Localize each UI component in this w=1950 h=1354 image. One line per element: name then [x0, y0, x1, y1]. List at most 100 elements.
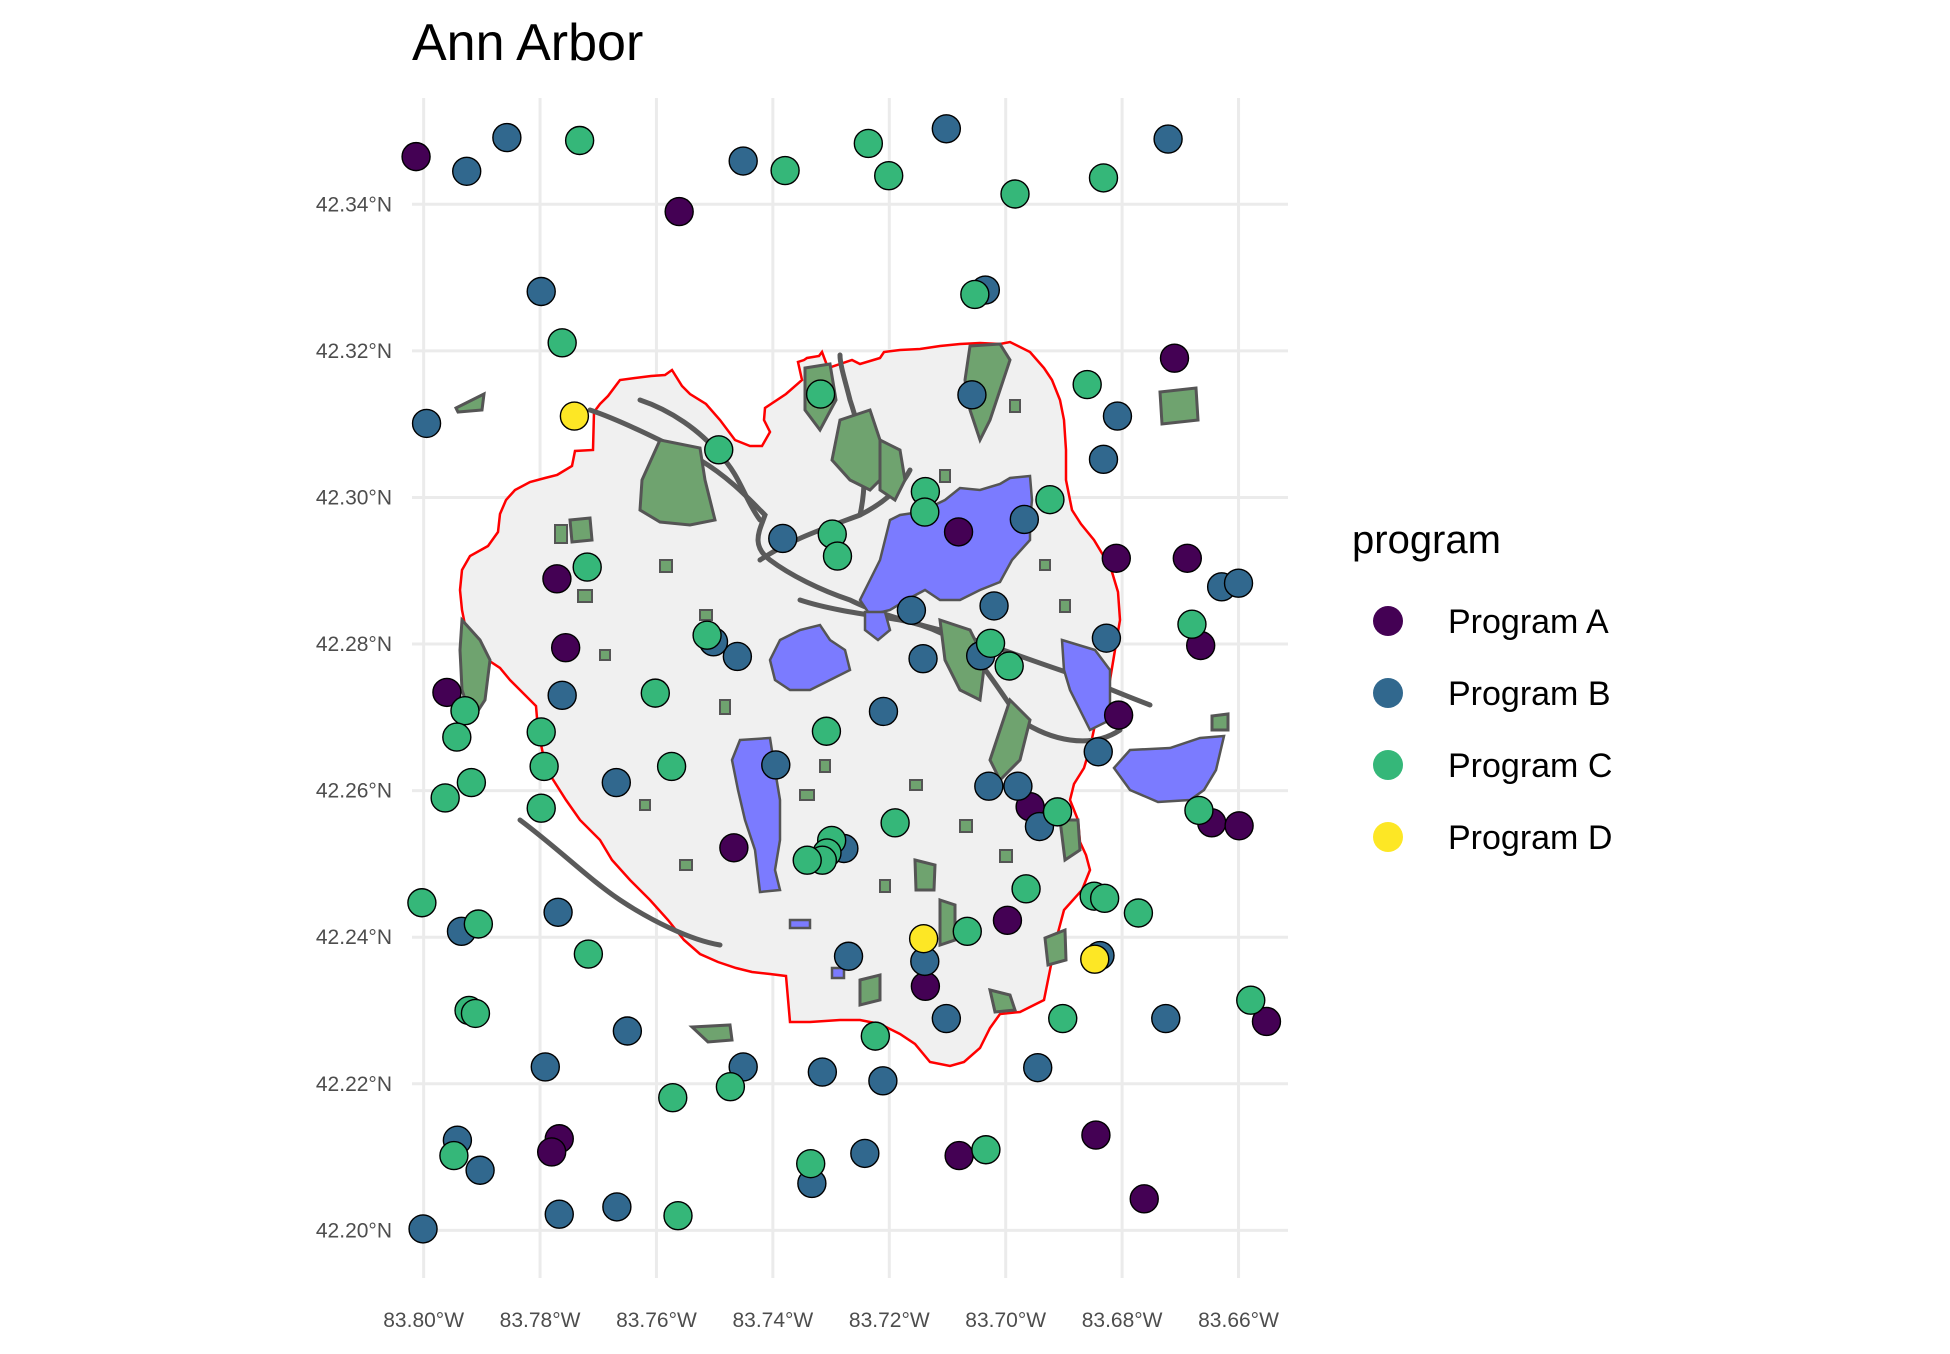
data-point: [601, 767, 632, 798]
data-point: [1089, 883, 1120, 914]
data-point: [450, 696, 480, 726]
data-point: [833, 941, 864, 971]
x-tick-label: 83.80°W: [383, 1309, 464, 1332]
data-point: [1081, 1120, 1111, 1150]
data-point: [564, 125, 595, 156]
data-point: [853, 128, 884, 159]
program-points: [401, 114, 1282, 1244]
data-point: [640, 678, 671, 708]
data-point: [796, 1148, 826, 1179]
x-tick-label: 83.76°W: [616, 1309, 697, 1332]
data-point: [715, 1072, 746, 1102]
data-point: [460, 998, 491, 1029]
data-point: [658, 1083, 688, 1113]
data-point: [1072, 369, 1102, 400]
data-point: [430, 783, 460, 813]
data-point: [401, 141, 431, 172]
data-point: [1103, 700, 1134, 730]
legend-swatch: [1373, 606, 1403, 636]
legend-label: Program D: [1448, 819, 1612, 857]
legend-label: Program C: [1448, 747, 1612, 785]
data-point: [408, 1214, 438, 1244]
data-point: [407, 888, 437, 918]
data-point: [526, 276, 556, 307]
legend-label: Program A: [1448, 603, 1609, 641]
data-point: [896, 595, 927, 626]
data-point: [868, 1066, 898, 1096]
y-tick-label: 42.34°N: [316, 193, 392, 216]
series-program-b: [408, 114, 1254, 1244]
data-point: [1151, 1003, 1181, 1034]
data-point: [1224, 811, 1254, 841]
y-tick-label: 42.28°N: [316, 633, 392, 656]
data-point: [1159, 343, 1190, 373]
data-point: [1083, 737, 1113, 767]
legend-item: Program A: [1373, 603, 1609, 641]
data-point: [761, 750, 791, 780]
y-axis-tick-labels: 42.20°N 42.22°N 42.24°N 42.26°N 42.28°N 42.30…: [316, 193, 392, 1242]
data-point: [559, 401, 590, 431]
data-point: [994, 651, 1024, 681]
data-point: [492, 122, 522, 153]
data-point: [880, 808, 910, 838]
data-point: [692, 620, 722, 650]
x-tick-label: 83.66°W: [1198, 1309, 1279, 1332]
data-point: [957, 380, 987, 410]
data-point: [860, 1021, 891, 1051]
data-point: [1042, 797, 1073, 827]
y-tick-label: 42.20°N: [316, 1219, 392, 1242]
data-point: [992, 905, 1023, 936]
data-point: [1223, 568, 1254, 598]
data-point: [728, 146, 758, 176]
data-point: [979, 591, 1009, 621]
data-point: [1000, 179, 1030, 209]
data-point: [704, 435, 734, 465]
data-point: [974, 771, 1004, 801]
data-point: [439, 1140, 469, 1171]
data-point: [931, 1003, 962, 1034]
data-point: [868, 696, 899, 727]
data-point: [536, 1137, 567, 1167]
series-program-a: [401, 141, 1282, 1214]
data-point: [526, 717, 556, 747]
data-point: [550, 632, 581, 663]
data-point: [910, 971, 941, 1001]
data-point: [971, 1135, 1001, 1165]
y-tick-label: 42.26°N: [316, 780, 392, 803]
legend-swatch: [1373, 678, 1403, 708]
data-point: [850, 1138, 880, 1169]
x-tick-label: 83.70°W: [965, 1309, 1046, 1332]
data-point: [1080, 944, 1110, 974]
data-point: [811, 716, 842, 746]
map-title: Ann Arbor: [412, 14, 643, 72]
data-point: [1088, 163, 1119, 193]
data-point: [1177, 609, 1207, 639]
data-point: [792, 845, 822, 875]
data-point: [547, 328, 577, 358]
legend-label: Program B: [1448, 675, 1611, 713]
data-point: [573, 939, 604, 969]
y-tick-label: 42.24°N: [316, 926, 392, 949]
data-point: [1091, 623, 1122, 653]
data-point: [768, 523, 798, 554]
data-point: [1184, 795, 1214, 826]
data-point: [1011, 874, 1041, 904]
data-point: [1048, 1003, 1078, 1034]
data-point: [463, 909, 494, 939]
x-axis-tick-labels: 83.80°W 83.78°W 83.76°W 83.74°W 83.72°W 83.70…: [383, 1309, 1279, 1332]
data-point: [465, 1155, 495, 1185]
legend-item: Program C: [1373, 747, 1612, 785]
data-point: [656, 751, 687, 782]
y-tick-label: 42.30°N: [316, 486, 392, 509]
data-point: [452, 156, 482, 186]
data-point: [572, 552, 602, 582]
data-point: [602, 1192, 632, 1222]
data-point: [807, 1057, 838, 1087]
data-point: [1172, 543, 1203, 573]
data-point: [1035, 484, 1065, 515]
y-tick-label: 42.22°N: [316, 1073, 392, 1096]
data-point: [432, 677, 462, 708]
data-point: [1153, 124, 1183, 154]
